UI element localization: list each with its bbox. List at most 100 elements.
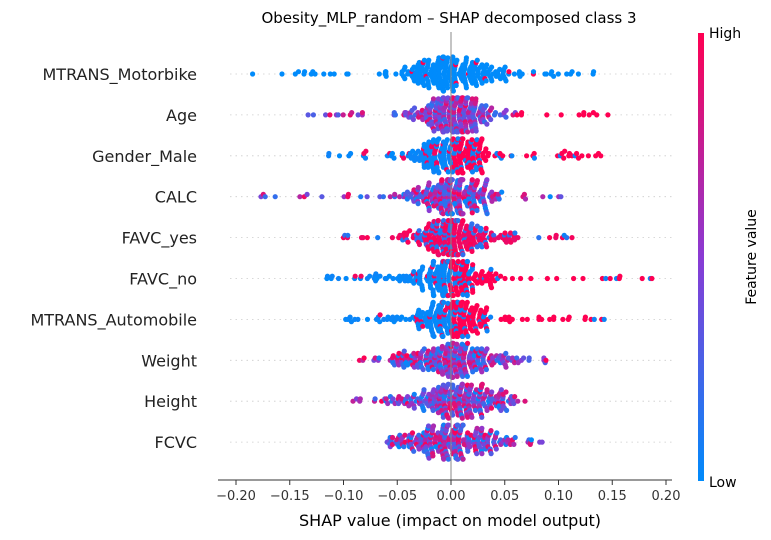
shap-point — [431, 346, 437, 352]
shap-point — [493, 271, 499, 277]
shap-point — [503, 350, 509, 356]
shap-point — [528, 275, 534, 282]
feature-label: CALC — [155, 188, 197, 207]
feature-label: MTRANS_Automobile — [30, 310, 197, 330]
shap-point — [502, 64, 508, 70]
shap-point — [420, 366, 426, 373]
shap-point — [489, 105, 495, 111]
shap-point — [445, 55, 451, 61]
shap-point — [582, 314, 589, 320]
shap-point — [522, 196, 529, 202]
shap-point — [440, 333, 446, 339]
shap-point — [348, 150, 354, 157]
shap-point — [483, 157, 489, 163]
shap-point — [508, 239, 514, 245]
shap-point — [272, 194, 278, 200]
shap-point — [431, 292, 437, 299]
shap-point — [484, 346, 490, 352]
shap-point — [469, 169, 476, 175]
shap-point — [425, 164, 431, 170]
shap-point — [558, 112, 564, 118]
shap-point — [364, 235, 370, 241]
shap-point — [387, 194, 393, 200]
shap-point — [421, 407, 427, 413]
shap-point — [479, 369, 485, 375]
shap-point — [420, 323, 426, 329]
shap-point — [304, 191, 310, 197]
shap-point — [539, 316, 545, 322]
shap-point — [426, 455, 432, 461]
shap-point — [488, 451, 494, 457]
shap-point — [455, 252, 461, 258]
shap-point — [639, 275, 645, 282]
shap-point — [479, 80, 485, 86]
shap-point — [512, 230, 518, 236]
shap-point — [489, 64, 495, 70]
shap-point — [465, 340, 471, 346]
shap-point — [376, 355, 382, 361]
shap-point — [402, 64, 408, 70]
shap-point — [389, 434, 396, 441]
shap-point — [426, 207, 432, 214]
shap-point — [547, 316, 553, 322]
shap-point — [411, 105, 418, 111]
shap-point — [297, 194, 303, 200]
shap-point — [302, 69, 308, 75]
shap-point — [411, 391, 417, 397]
shap-point — [474, 451, 480, 457]
shap-point — [564, 235, 570, 241]
feature-label: Height — [144, 392, 197, 411]
shap-point — [312, 71, 318, 77]
shap-point — [376, 71, 382, 77]
shap-point — [327, 112, 333, 118]
shap-point — [460, 456, 466, 462]
shap-point — [463, 55, 469, 61]
shap-point — [324, 273, 331, 279]
shap-point — [496, 196, 502, 202]
shap-point — [426, 57, 432, 63]
shap-point — [474, 178, 480, 184]
shap-point — [491, 237, 497, 243]
x-axis-ticks: −0.20 −0.15 −0.10 −0.05 0.00 0.05 0.10 0.15 0.20 — [216, 480, 680, 504]
shap-point — [479, 414, 485, 420]
shap-point — [547, 194, 553, 200]
shap-point — [454, 57, 460, 63]
shap-point — [420, 309, 426, 316]
shap-point — [473, 96, 479, 102]
shap-point — [569, 235, 575, 241]
shap-point — [416, 326, 422, 332]
shap-point — [345, 71, 351, 77]
shap-point — [250, 71, 256, 77]
shap-point — [455, 456, 461, 462]
shap-point — [347, 314, 353, 320]
shap-point — [488, 314, 494, 320]
shap-point — [349, 110, 355, 116]
shap-point — [415, 80, 421, 86]
feature-labels: MTRANS_Motorbike Age Gender_Male CALC FAVC_y… — [30, 65, 197, 452]
shap-point — [558, 194, 564, 200]
shap-point — [603, 275, 609, 282]
shap-point — [430, 407, 436, 413]
shap-point — [343, 275, 349, 282]
shap-point — [479, 425, 485, 431]
feature-label: Age — [166, 106, 197, 125]
shap-point — [319, 194, 325, 200]
shap-point — [373, 271, 379, 277]
shap-point — [445, 456, 451, 462]
shap-point — [617, 273, 623, 279]
x-tick-label: 0.15 — [598, 489, 627, 504]
shap-point — [390, 396, 396, 402]
shap-point — [396, 350, 402, 356]
shap-point — [399, 314, 405, 320]
shap-point — [323, 112, 329, 118]
feature-label: FCVC — [155, 433, 198, 452]
shap-point — [397, 194, 403, 200]
feature-label: FAVC_yes — [122, 229, 197, 249]
shap-point — [544, 112, 550, 118]
shap-point — [494, 430, 500, 436]
shap-point — [581, 110, 587, 116]
shap-point — [455, 292, 461, 298]
shap-point — [502, 275, 508, 282]
shap-point — [392, 112, 398, 118]
